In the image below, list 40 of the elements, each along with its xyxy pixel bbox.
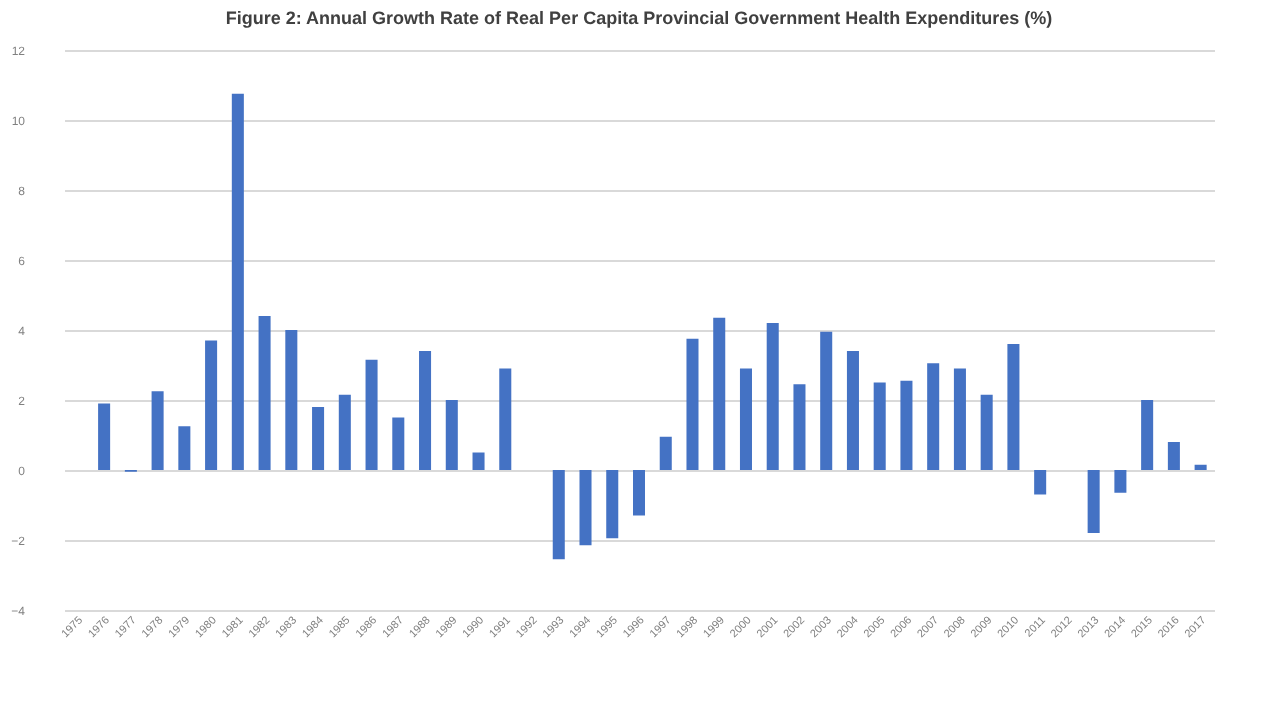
bar [445, 400, 458, 470]
bar [686, 338, 699, 470]
bar [606, 470, 619, 539]
bar [312, 407, 325, 470]
bar [659, 436, 672, 470]
bar [846, 351, 859, 470]
bar [1087, 470, 1100, 533]
bar [178, 426, 191, 470]
bar [1114, 470, 1127, 493]
bar [739, 368, 752, 470]
bar [205, 340, 218, 470]
bar [98, 403, 111, 470]
bar [1034, 470, 1047, 495]
bar [151, 391, 164, 470]
bar [713, 317, 726, 470]
bar [231, 93, 244, 470]
bar [873, 382, 886, 470]
bar [419, 351, 432, 470]
bar [365, 359, 378, 470]
bar [900, 380, 913, 470]
bar [980, 394, 993, 470]
bar [472, 452, 485, 470]
bar [258, 316, 271, 470]
bar [1167, 442, 1180, 470]
bar [1141, 400, 1154, 470]
bar [552, 470, 565, 560]
bar [927, 363, 940, 470]
bar [1007, 344, 1020, 470]
bar [499, 368, 512, 470]
bar [766, 323, 779, 470]
bar [820, 331, 833, 470]
chart-title: Figure 2: Annual Growth Rate of Real Per Capita Provincial Government Health Expenditures (%) [225, 8, 1053, 28]
bar [1194, 464, 1207, 470]
bar [338, 394, 351, 470]
bar [285, 330, 298, 470]
bar [793, 384, 806, 470]
bar [392, 417, 405, 470]
bar [953, 368, 966, 470]
bar [579, 470, 592, 546]
bar [632, 470, 646, 516]
